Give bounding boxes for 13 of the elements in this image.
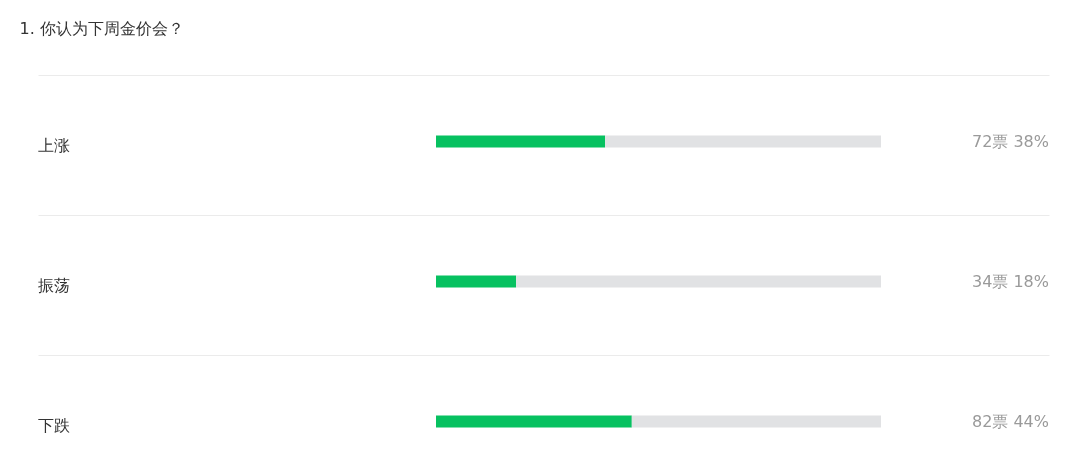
text: 1. 你认为下周金价会？: [19, 18, 184, 38]
data-label: 82票 44%: [971, 412, 1049, 431]
bar: [605, 135, 881, 148]
bar: [436, 135, 606, 148]
bar: [436, 415, 632, 428]
y-tick-label: 上涨: [38, 136, 70, 155]
bar: [436, 275, 517, 288]
data-label: 72票 38%: [971, 132, 1049, 151]
bar: [631, 415, 881, 428]
y-tick-label: 振荡: [38, 276, 70, 295]
y-tick-label: 下跌: [38, 416, 70, 435]
bar: [516, 275, 881, 288]
data-label: 34票 18%: [971, 272, 1049, 291]
